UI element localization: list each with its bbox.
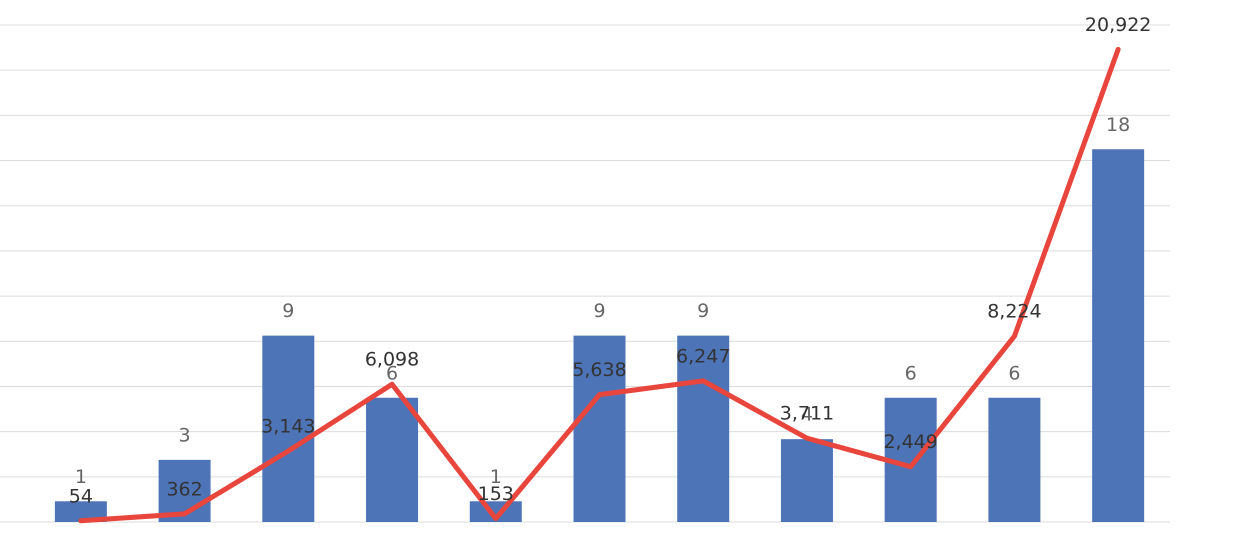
bar-value-label: 1 [490,466,502,488]
line-value-label: 2,449 [883,431,937,453]
line-value-label: 3,143 [261,415,315,437]
bar-value-label: 9 [697,300,709,322]
bar-value-label: 6 [905,362,917,384]
line-value-label: 362 [166,478,202,500]
line-value-label: 6,247 [676,345,730,367]
bar [677,335,730,522]
bar-value-label: 18 [1106,114,1130,136]
line-value-label: 8,224 [987,301,1041,323]
bar-value-label: 4 [801,404,813,426]
bar-value-label: 9 [282,300,294,322]
bar [988,397,1041,522]
bar-value-label: 6 [386,362,398,384]
line-value-label: 54 [69,485,93,507]
line [78,46,1121,524]
bar [573,335,626,522]
line-value-label: 20,922 [1085,14,1151,36]
line-value-label: 6,098 [365,349,419,371]
bar-value-label: 6 [1008,362,1020,384]
bar [262,335,315,522]
line-value-label: 3,711 [780,403,834,425]
bar-value-label: 9 [593,300,605,322]
bar-value-label: 3 [179,424,191,446]
bar [54,501,107,522]
bar [1092,149,1145,522]
bar-value-label: 1 [75,466,87,488]
line-value-label: 5,638 [572,359,626,381]
bar [366,397,419,522]
line-value-label: 153 [478,483,514,505]
bar [780,439,833,522]
